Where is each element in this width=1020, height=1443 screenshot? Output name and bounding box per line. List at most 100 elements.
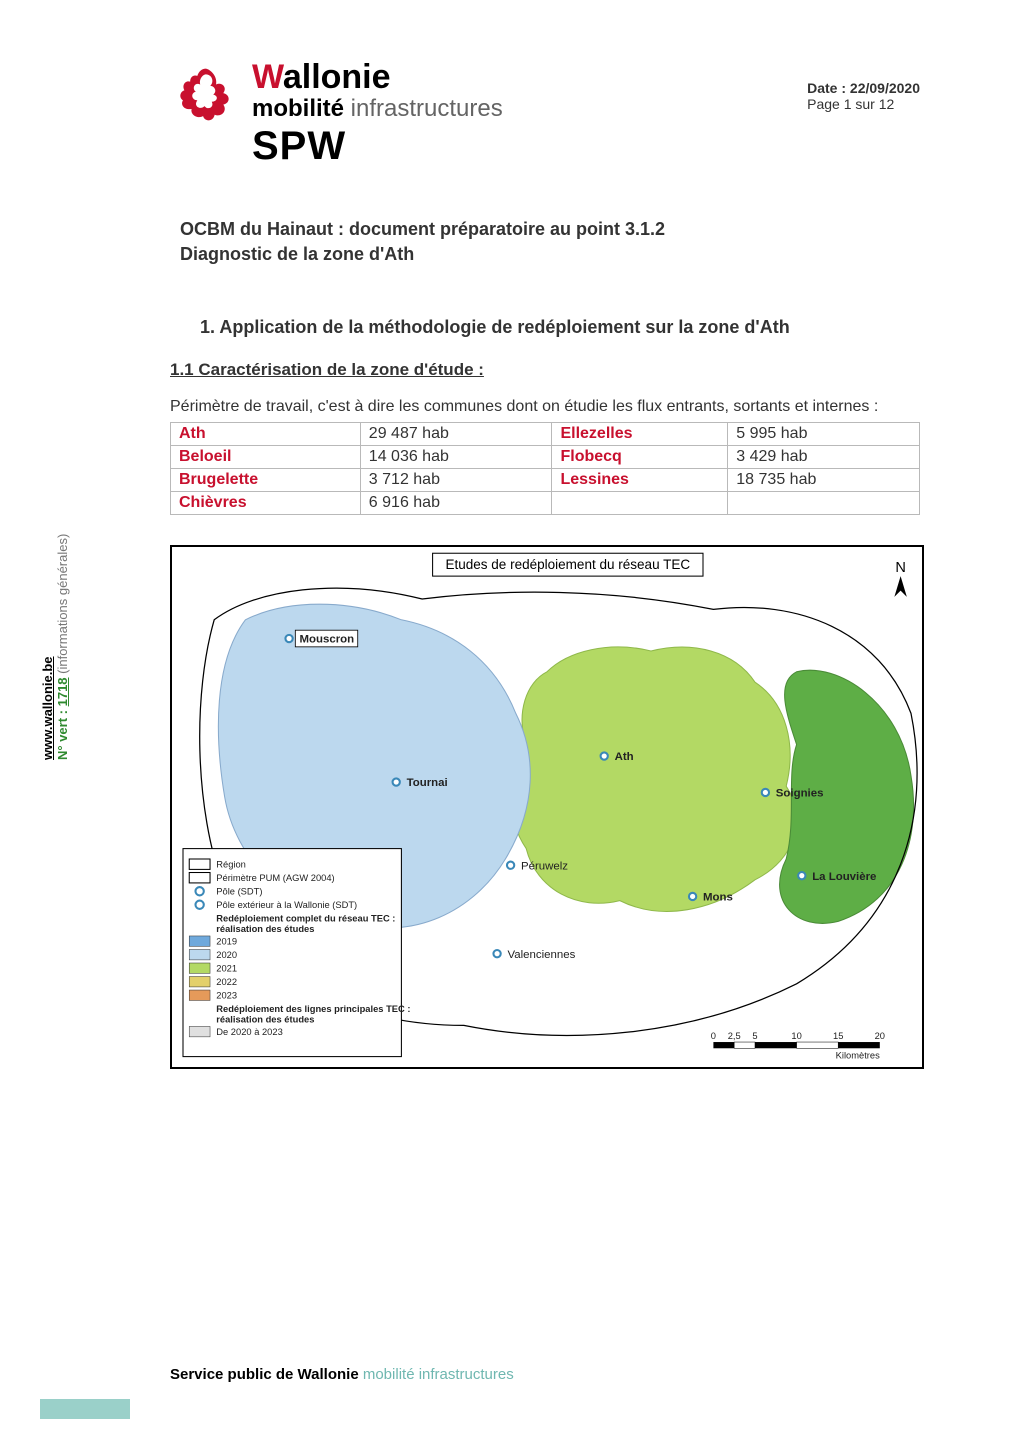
legend-row: De 2020 à 2023 xyxy=(189,1027,283,1037)
document-title-line2: Diagnostic de la zone d'Ath xyxy=(180,242,920,267)
communes-table-body: Ath29 487 habEllezelles5 995 habBeloeil1… xyxy=(171,423,920,515)
table-row: Ath29 487 habEllezelles5 995 hab xyxy=(171,423,920,446)
city-label: La Louvière xyxy=(812,871,876,883)
logo-red-w: W xyxy=(252,58,283,96)
side-info: www.wallonie.be N° vert : 1718 (informat… xyxy=(40,534,70,760)
legend-swatch-fill-icon xyxy=(189,950,210,960)
logo-line1-rest: allonie xyxy=(283,58,391,96)
legend-label: 2019 xyxy=(216,937,237,947)
north-arrow-icon xyxy=(894,576,906,597)
commune-name-cell: Ath xyxy=(171,423,361,446)
date-line: Date : 22/09/2020 xyxy=(807,80,920,96)
city-dot-icon xyxy=(285,635,292,642)
city-label: Tournai xyxy=(407,777,448,789)
city-label: Mons xyxy=(703,892,733,904)
commune-pop-cell: 6 916 hab xyxy=(360,492,552,515)
legend-swatch-dot-icon xyxy=(195,901,203,909)
rooster-icon xyxy=(170,60,242,132)
city-label: Mouscron xyxy=(299,634,354,646)
legend-label: Région xyxy=(216,860,246,870)
legend-label: 2020 xyxy=(216,950,237,960)
table-row: Beloeil14 036 habFlobecq3 429 hab xyxy=(171,446,920,469)
legend-row: Pôle extérieur à la Wallonie (SDT) xyxy=(195,900,357,910)
commune-pop-cell: 3 429 hab xyxy=(728,446,920,469)
north-label: N xyxy=(895,560,906,576)
date-block: Date : 22/09/2020 Page 1 sur 12 xyxy=(807,80,920,112)
commune-pop-cell: 14 036 hab xyxy=(360,446,552,469)
communes-table: Ath29 487 habEllezelles5 995 habBeloeil1… xyxy=(170,422,920,515)
date-label: Date : xyxy=(807,80,850,96)
commune-pop-cell: 29 487 hab xyxy=(360,423,552,446)
commune-pop-cell xyxy=(728,492,920,515)
side-nvert-note: (informations générales) xyxy=(55,534,70,678)
commune-name-cell: Chièvres xyxy=(171,492,361,515)
scale-tick-5: 20 xyxy=(875,1031,885,1041)
map-container: Etudes de redéploiement du réseau TEC N … xyxy=(170,545,920,1069)
scale-tick-1: 2,5 xyxy=(728,1031,741,1041)
date-value: 22/09/2020 xyxy=(850,80,920,96)
section-1-1-paragraph: Périmètre de travail, c'est à dire les c… xyxy=(170,398,920,416)
footer: Service public de Wallonie mobilité infr… xyxy=(170,1366,514,1383)
scale-tick-3: 10 xyxy=(791,1031,801,1041)
legend-swatch-fill-icon xyxy=(189,990,210,1000)
document-title: OCBM du Hainaut : document préparatoire … xyxy=(180,217,920,267)
logo-line2-bold: mobilité xyxy=(252,95,344,122)
table-row: Brugelette3 712 habLessines18 735 hab xyxy=(171,469,920,492)
footer-black: Service public de Wallonie xyxy=(170,1366,363,1383)
accent-bar xyxy=(40,1399,130,1419)
map-svg: Etudes de redéploiement du réseau TEC N … xyxy=(170,545,924,1069)
legend-label: 2023 xyxy=(216,991,237,1001)
footer-teal: mobilité infrastructures xyxy=(363,1366,514,1383)
side-nvert-label: N° vert : xyxy=(55,706,70,760)
city-label: Valenciennes xyxy=(507,949,575,961)
scale-bar: 0 2,5 5 10 15 20 Kilomètres xyxy=(711,1031,885,1061)
scale-tick-2: 5 xyxy=(752,1031,757,1041)
commune-name-cell xyxy=(552,492,728,515)
city-label: Soignies xyxy=(776,788,824,800)
legend-label: 2022 xyxy=(216,977,237,987)
header-row: Wallonie mobilité infrastructures SPW Da… xyxy=(170,60,920,167)
legend-swatch-fill-icon xyxy=(189,963,210,973)
legend-label: Pôle extérieur à la Wallonie (SDT) xyxy=(216,900,357,910)
legend-swatch-dot-icon xyxy=(195,887,203,895)
commune-pop-cell: 18 735 hab xyxy=(728,469,920,492)
legend-label: De 2020 à 2023 xyxy=(216,1027,283,1037)
logo-block: Wallonie mobilité infrastructures SPW xyxy=(170,60,503,167)
scale-tick-4: 15 xyxy=(833,1031,843,1041)
city-dot-icon xyxy=(689,893,696,900)
side-url[interactable]: www.wallonie.be xyxy=(40,656,55,760)
legend-swatch-fill-icon xyxy=(189,936,210,946)
legend-swatch-fill-icon xyxy=(189,1027,210,1037)
commune-pop-cell: 3 712 hab xyxy=(360,469,552,492)
scale-unit: Kilomètres xyxy=(836,1051,880,1061)
side-nvert-num: 1718 xyxy=(55,677,70,706)
city-dot-icon xyxy=(601,753,608,760)
legend-label: Pôle (SDT) xyxy=(216,887,262,897)
city-label: Péruwelz xyxy=(521,861,568,873)
city-dot-icon xyxy=(493,950,500,957)
legend-label: Périmètre PUM (AGW 2004) xyxy=(216,873,334,883)
commune-name-cell: Flobecq xyxy=(552,446,728,469)
section-1-1-heading: 1.1 Caractérisation de la zone d'étude : xyxy=(170,360,920,380)
map-title-text: Etudes de redéploiement du réseau TEC xyxy=(445,557,690,572)
page-number: Page 1 sur 12 xyxy=(807,96,920,112)
city-dot-icon xyxy=(393,779,400,786)
logo-spw: SPW xyxy=(252,125,503,167)
city-dot-icon xyxy=(762,789,769,796)
logo-text: Wallonie mobilité infrastructures SPW xyxy=(252,60,503,167)
logo-line2-thin: infrastructures xyxy=(344,95,503,122)
scale-tick-0: 0 xyxy=(711,1031,716,1041)
commune-pop-cell: 5 995 hab xyxy=(728,423,920,446)
commune-name-cell: Ellezelles xyxy=(552,423,728,446)
logo-line1: Wallonie xyxy=(252,60,503,96)
logo-line2: mobilité infrastructures xyxy=(252,96,503,121)
table-row: Chièvres6 916 hab xyxy=(171,492,920,515)
section-1-heading: 1. Application de la méthodologie de red… xyxy=(200,317,920,338)
city-dot-icon xyxy=(798,872,805,879)
legend-swatch-fill-icon xyxy=(189,977,210,987)
legend-label: 2021 xyxy=(216,964,237,974)
city-dot-icon xyxy=(507,862,514,869)
page: Wallonie mobilité infrastructures SPW Da… xyxy=(0,0,1020,1443)
document-title-line1: OCBM du Hainaut : document préparatoire … xyxy=(180,217,920,242)
commune-name-cell: Lessines xyxy=(552,469,728,492)
